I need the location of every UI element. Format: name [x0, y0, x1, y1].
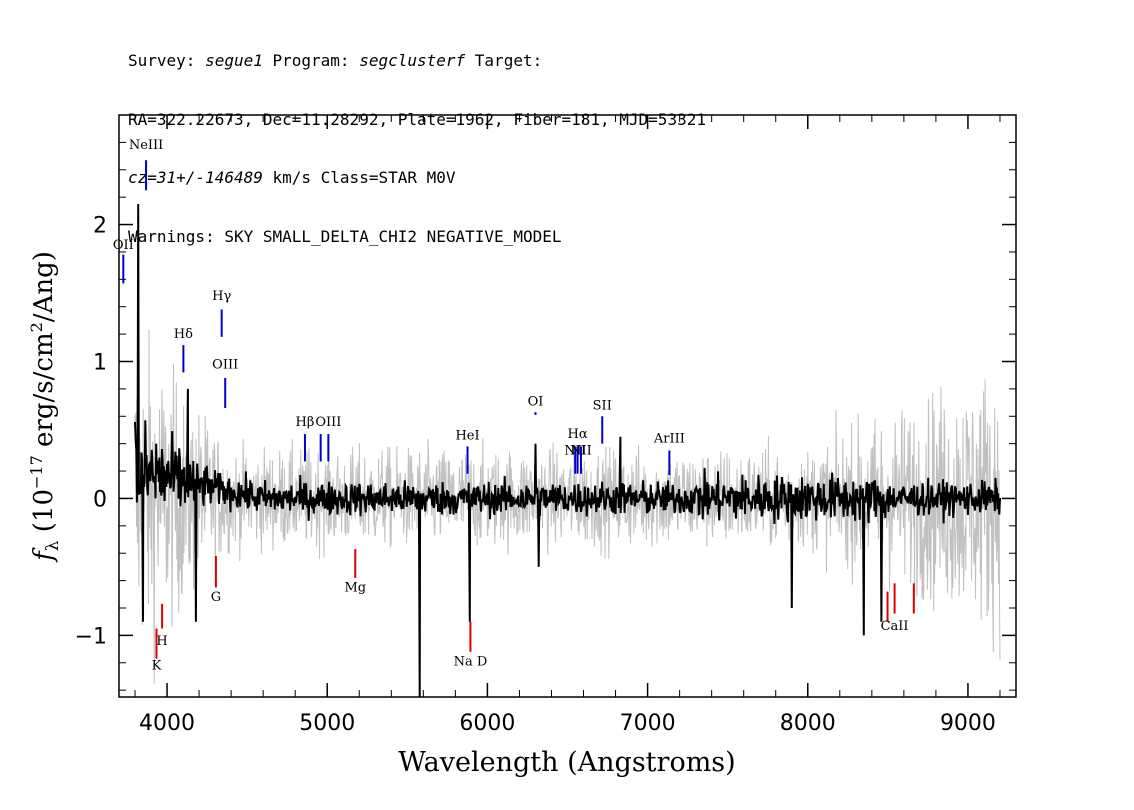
emission-line-label: Hγ [212, 289, 231, 304]
absorption-line-label: Mg [344, 581, 366, 596]
flux-series [134, 203, 1001, 698]
absorption-line-label: K [152, 659, 162, 674]
emission-line-label: NII [570, 444, 592, 459]
x-axis-title: Wavelength (Angstroms) [398, 747, 735, 778]
y-tick-label: 2 [93, 214, 107, 239]
x-tick-label: 9000 [940, 711, 996, 736]
program-name: segclusterf [359, 51, 466, 70]
emission-line-label: SII [593, 398, 612, 413]
absorption-line-label: Na D [454, 655, 488, 670]
emission-line-label: Hα [568, 427, 588, 442]
absorption-line-label: CaII [881, 619, 909, 634]
header-line-4: Warnings: SKY SMALL_DELTA_CHI2 NEGATIVE_… [128, 226, 562, 246]
y-tick-label: 1 [93, 350, 107, 375]
y-tick-label: 0 [93, 487, 107, 512]
x-tick-label: 4000 [139, 711, 195, 736]
header-line-1: Survey: segue1 Program: segclusterf Targ… [128, 51, 543, 70]
x-tick-label: 7000 [620, 711, 676, 736]
emission-line-label: OIII [212, 357, 238, 372]
emission-line-label: NeIII [129, 138, 163, 153]
axes: 4000 5000 6000 7000 8000 9000 −1 0 1 2 [75, 115, 1016, 736]
emission-line-label: ArIII [653, 431, 685, 446]
error-band [134, 329, 1001, 685]
redshift-value: cz=31+/-146489 [128, 168, 263, 187]
emission-line-label: Hβ [296, 415, 315, 430]
emission-line-label: Hδ [174, 327, 193, 342]
plot-frame [118, 114, 1017, 698]
y-tick-label: −1 [75, 624, 107, 649]
emission-line-label: OIII [315, 415, 341, 430]
flux-series-line [134, 203, 1001, 698]
emission-line-label: OI [528, 394, 544, 409]
y-axis-title: fλ (10−17 erg/s/cm2/Ang) [27, 251, 63, 563]
absorption-line-label: H [156, 634, 167, 649]
survey-name: segue1 [205, 51, 263, 70]
x-tick-label: 5000 [299, 711, 355, 736]
header-line-3: cz=31+/-146489 km/s Class=STAR M0V [128, 168, 456, 187]
emission-line-label: HeI [455, 429, 479, 444]
svg-text:fλ (10−17 erg/s/cm2/Ang): fλ (10−17 erg/s/cm2/Ang) [27, 251, 63, 563]
absorption-line-label: G [211, 590, 221, 605]
x-tick-label: 6000 [459, 711, 515, 736]
emission-line-label: OII [113, 238, 134, 253]
error-series-line [134, 329, 1001, 685]
x-tick-label: 8000 [780, 711, 836, 736]
